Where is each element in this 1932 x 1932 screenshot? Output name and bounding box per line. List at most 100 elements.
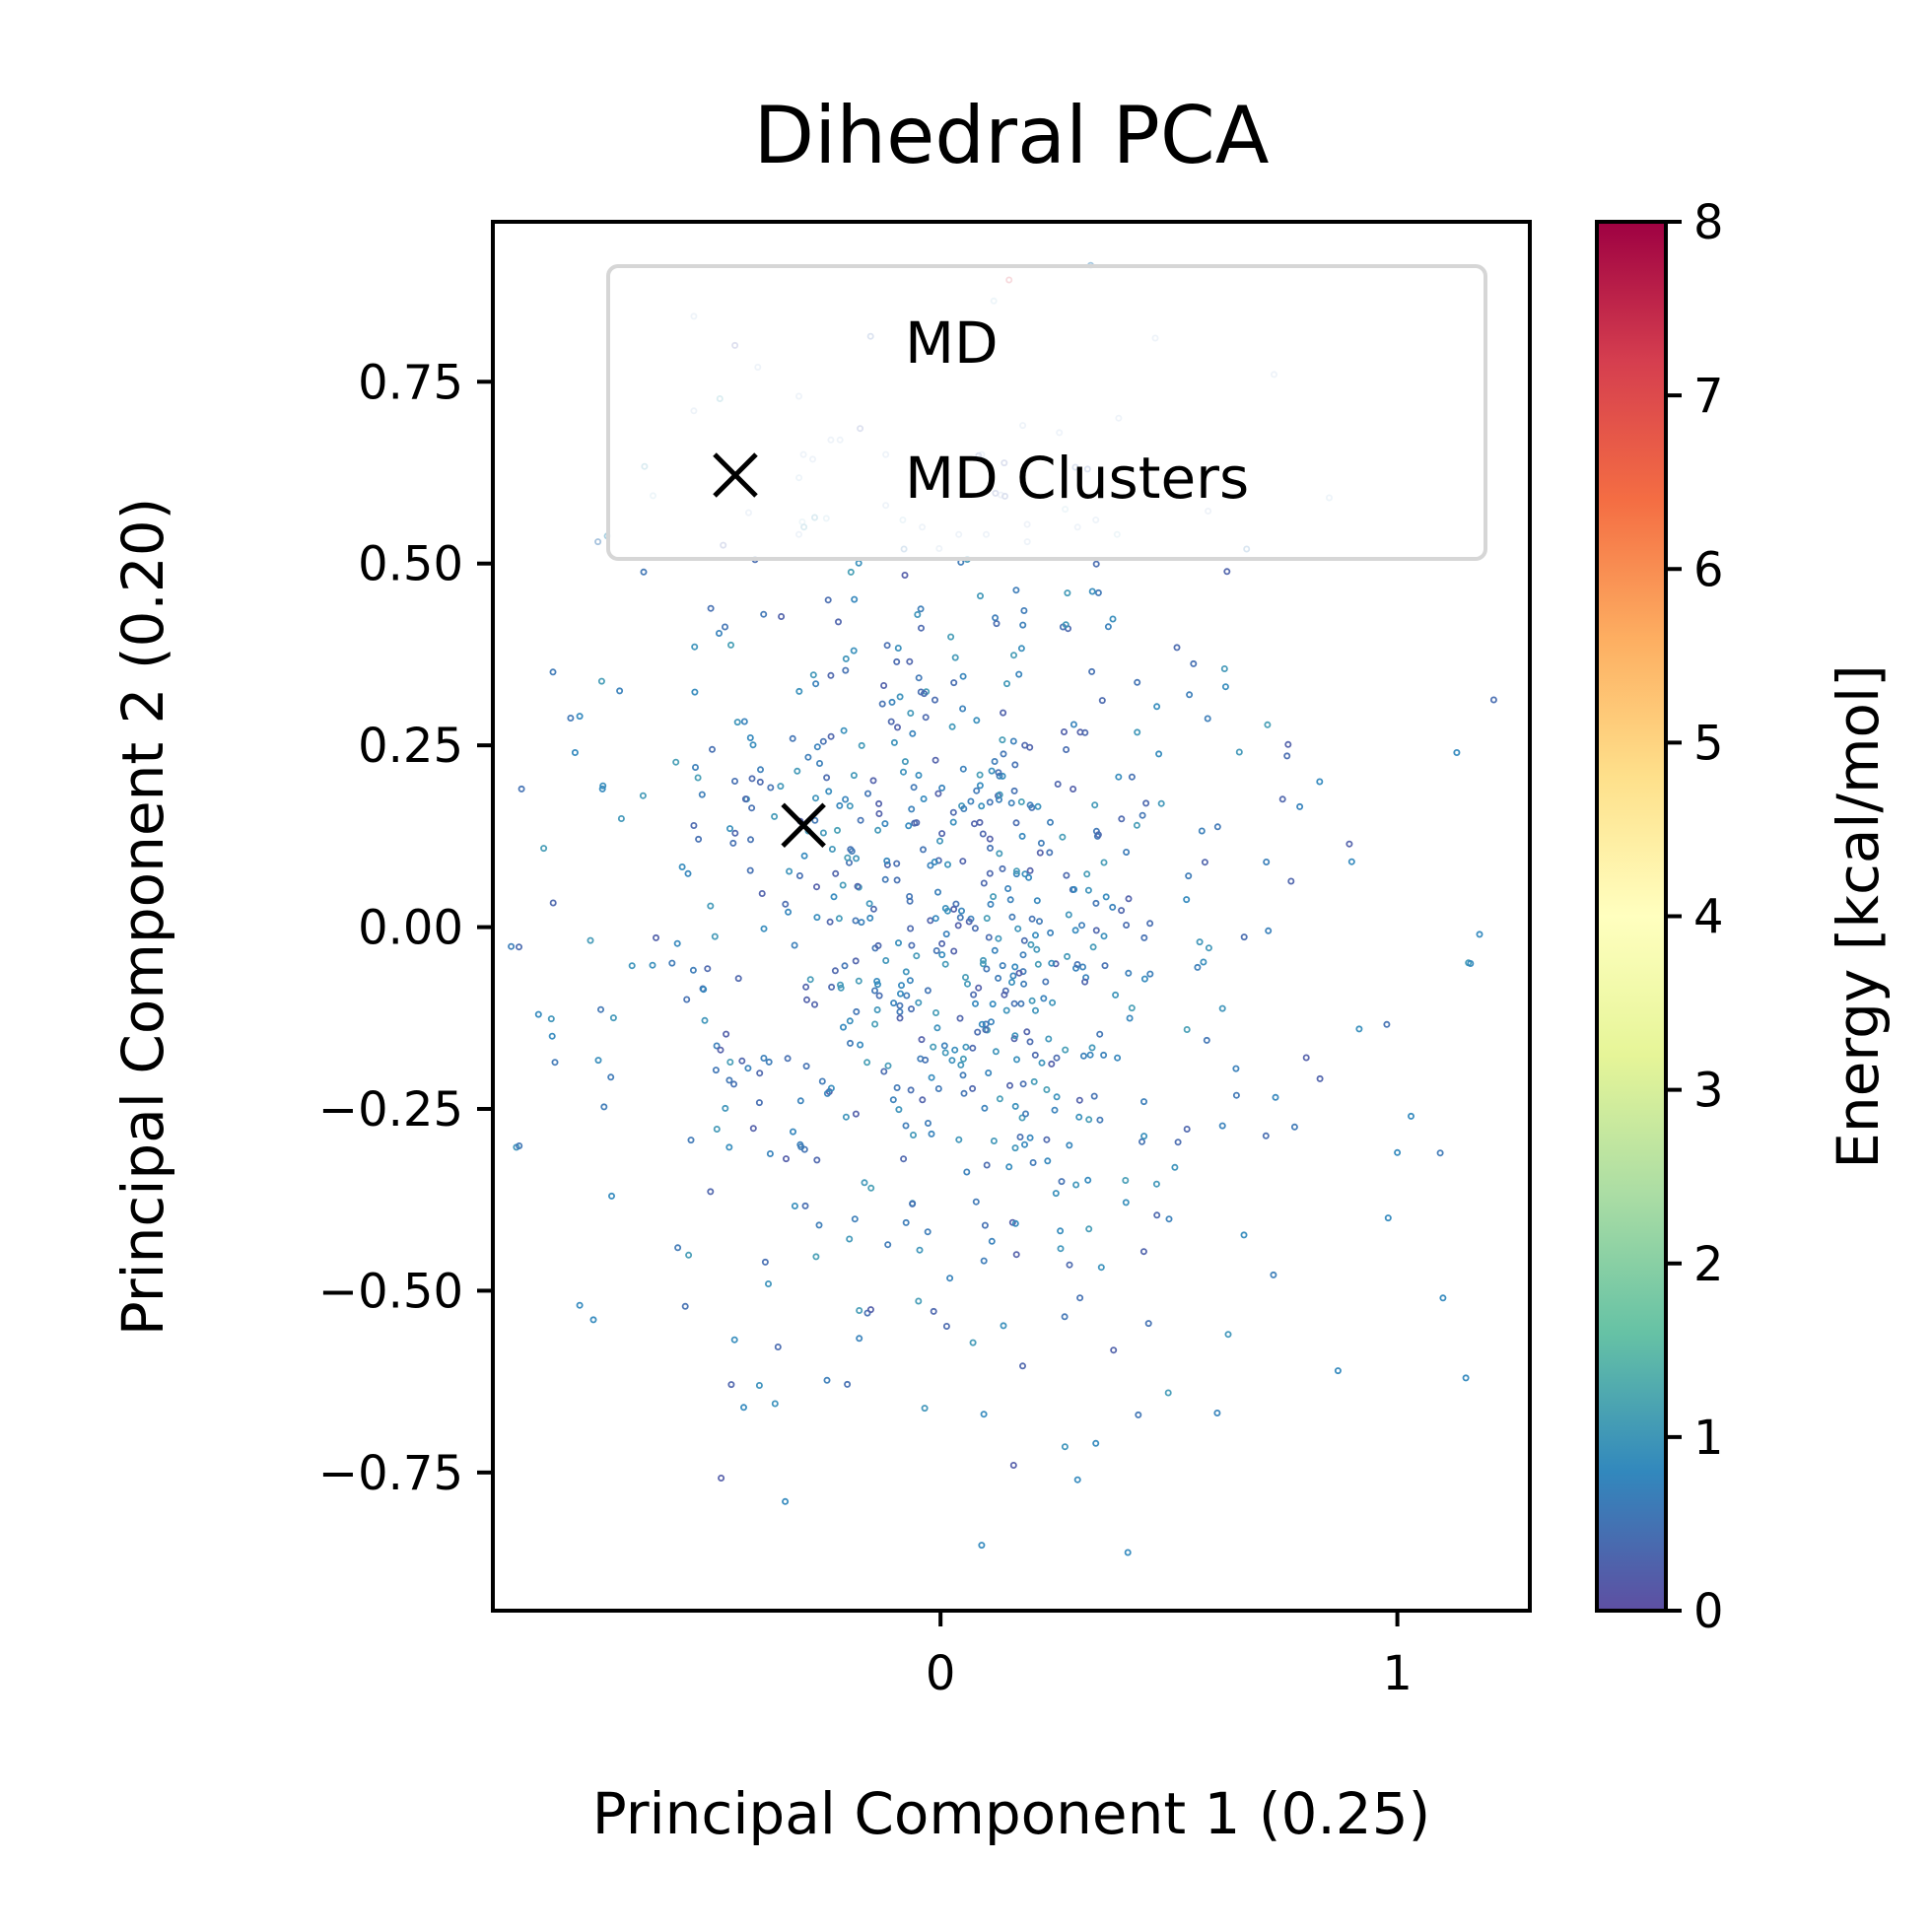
scatter-point <box>938 830 946 838</box>
scatter-point <box>1053 1054 1061 1062</box>
scatter-point <box>990 893 998 901</box>
scatter-point <box>609 1014 617 1022</box>
scatter-point <box>930 1043 937 1051</box>
scatter-point <box>1040 995 1048 1002</box>
scatter-point <box>1008 979 1016 987</box>
scatter-point <box>1112 991 1120 999</box>
scatter-point <box>1004 885 1012 893</box>
scatter-point <box>873 978 881 986</box>
scatter-point <box>986 869 994 877</box>
scatter-point <box>861 1179 868 1187</box>
scatter-point <box>1240 1231 1248 1239</box>
scatter-point <box>1019 951 1027 959</box>
scatter-point <box>1104 623 1112 631</box>
colorbar-tick-label: 0 <box>1693 1584 1724 1639</box>
scatter-point <box>1218 1004 1226 1012</box>
scatter-point <box>1109 903 1117 911</box>
scatter-point <box>1232 1091 1240 1099</box>
scatter-point <box>811 1000 819 1008</box>
scatter-point <box>1046 849 1054 857</box>
scatter-point <box>932 696 939 704</box>
scatter-point <box>844 1380 852 1388</box>
scatter-point <box>1347 858 1355 865</box>
scatter-point <box>774 1344 782 1351</box>
scatter-point <box>1262 1132 1270 1139</box>
scatter-point <box>1489 696 1497 704</box>
scatter-point <box>943 907 951 915</box>
scatter-point <box>516 1142 523 1150</box>
scatter-point <box>1096 1030 1104 1038</box>
scatter-point <box>884 1062 892 1070</box>
scatter-point <box>1012 819 1020 827</box>
scatter-point <box>1015 969 1023 977</box>
scatter-point <box>1011 761 1019 769</box>
scatter-point <box>1094 588 1102 596</box>
scatter-point <box>948 1057 956 1065</box>
scatter-point <box>835 915 843 923</box>
scatter-point <box>1213 1410 1221 1417</box>
scatter-point <box>883 857 891 864</box>
scatter-point <box>811 816 819 824</box>
scatter-point <box>809 671 817 679</box>
scatter-point <box>707 604 715 612</box>
scatter-point <box>1114 1054 1122 1062</box>
scatter-point <box>956 1014 964 1022</box>
scatter-point <box>599 782 607 790</box>
scatter-point <box>791 941 798 949</box>
scatter-point <box>1138 1138 1146 1145</box>
scatter-point <box>1270 1271 1277 1278</box>
scatter-point <box>1063 871 1070 879</box>
scatter-point <box>691 643 699 651</box>
scatter-point <box>1075 1096 1083 1104</box>
plot-frame <box>491 220 1532 1613</box>
scatter-point <box>915 999 923 1006</box>
scatter-point <box>547 1015 555 1023</box>
scatter-point <box>915 1297 923 1305</box>
scatter-point <box>976 782 984 790</box>
scatter-point <box>1476 931 1484 938</box>
scatter-point <box>567 715 575 723</box>
scatter-point <box>1092 560 1100 568</box>
scatter-point <box>972 1198 980 1206</box>
scatter-point <box>827 671 835 679</box>
scatter-point <box>973 787 981 794</box>
scatter-point <box>1296 802 1304 810</box>
scatter-point <box>1240 933 1248 941</box>
scatter-point <box>1028 997 1036 1004</box>
scatter-point <box>691 688 699 696</box>
scatter-point <box>1019 1080 1027 1088</box>
scatter-point <box>828 983 836 991</box>
scatter-point <box>902 1218 910 1226</box>
scatter-point <box>1016 1134 1024 1141</box>
scatter-point <box>975 984 983 992</box>
scatter-point <box>597 677 605 685</box>
scatter-point <box>797 1143 805 1151</box>
scatter-point <box>771 812 779 820</box>
scatter-point <box>982 1020 990 1028</box>
scatter-point <box>897 990 905 998</box>
scatter-point <box>816 760 824 768</box>
scatter-point <box>978 1020 986 1028</box>
scatter-point <box>959 1055 967 1063</box>
scatter-point <box>855 559 862 567</box>
scatter-point <box>1102 893 1110 901</box>
scatter-point <box>918 1036 926 1044</box>
scatter-point <box>1057 1245 1065 1253</box>
scatter-point <box>1003 680 1011 688</box>
scatter-point <box>678 863 686 871</box>
scatter-point <box>824 596 832 604</box>
colorbar-label: Energy [kcal/mol] <box>1825 664 1892 1169</box>
scatter-point <box>875 799 883 807</box>
colorbar-tick-label: 3 <box>1693 1064 1724 1119</box>
scatter-point <box>1265 927 1273 934</box>
scatter-point <box>1085 1116 1093 1124</box>
scatter-point <box>874 981 882 989</box>
scatter-point <box>794 767 801 775</box>
scatter-point <box>1034 802 1042 810</box>
scatter-point <box>1011 1102 1019 1110</box>
scatter-point <box>727 641 735 649</box>
scatter-point <box>617 815 625 823</box>
scatter-point <box>842 655 850 662</box>
scatter-point <box>924 1228 932 1236</box>
scatter-point <box>718 1475 725 1483</box>
